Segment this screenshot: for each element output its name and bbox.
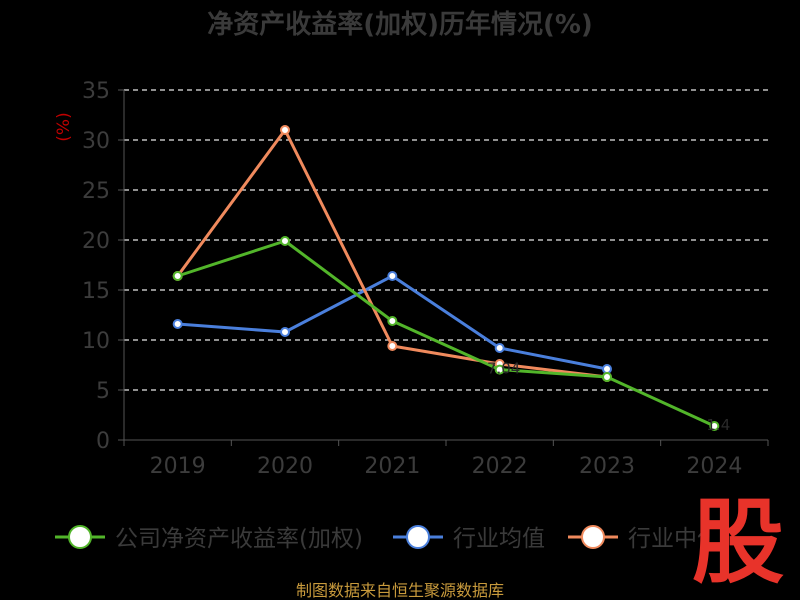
x-tick-label: 2024 <box>686 454 742 479</box>
data-point <box>172 271 183 281</box>
data-point <box>602 372 612 382</box>
series-2 <box>172 125 612 382</box>
data-point <box>602 364 612 374</box>
data-point <box>280 125 290 135</box>
y-tick-label: 25 <box>82 179 110 204</box>
y-tick-label: 10 <box>82 329 110 354</box>
legend-label: 行业均值 <box>453 526 545 552</box>
data-point <box>494 343 505 353</box>
y-tick-label: 20 <box>82 229 110 254</box>
legend-swatch-marker <box>406 525 430 549</box>
legend-label: 公司净资产收益率(加权) <box>115 526 363 552</box>
y-tick-label: 35 <box>82 79 110 104</box>
data-point <box>280 236 290 246</box>
x-tick-label: 2019 <box>150 454 206 479</box>
x-tick-label: 2022 <box>472 454 528 479</box>
legend-item-2: 行业中位数 <box>568 525 743 552</box>
legend-swatch-marker <box>581 525 605 549</box>
data-label: 1.4 <box>706 416 730 434</box>
data-labels: 7.04 1.4 <box>487 360 730 434</box>
x-tick-label: 2023 <box>579 454 635 479</box>
legend-label: 行业中位数 <box>628 526 743 552</box>
y-tick-label: 5 <box>96 379 110 404</box>
series-lines <box>172 125 720 431</box>
legend-item-1: 行业均值 <box>393 525 545 552</box>
chart-title: 净资产收益率(加权)历年情况(%) <box>207 9 593 40</box>
series-1 <box>172 271 612 374</box>
data-point <box>387 271 398 281</box>
data-point <box>387 341 398 351</box>
y-tick-label: 0 <box>96 429 110 454</box>
brand-logo: 股 <box>692 489 784 596</box>
series-0 <box>172 236 720 431</box>
source-note: 制图数据来自恒生聚源数据库 <box>296 581 504 600</box>
data-point <box>280 327 290 337</box>
legend-item-0: 公司净资产收益率(加权) <box>55 525 363 552</box>
axes: 0 5 10 15 20 25 30 35 2019 2020 2021 2022 2023 2024 <box>82 79 769 479</box>
x-tick-label: 2021 <box>364 454 420 479</box>
data-point <box>494 364 505 375</box>
x-tick-label: 2020 <box>257 454 313 479</box>
data-label: 7.04 <box>487 360 520 378</box>
data-point <box>387 316 398 326</box>
y-tick-label: 30 <box>82 129 110 154</box>
data-point <box>709 421 720 431</box>
legend-swatch-marker <box>68 525 92 549</box>
y-tick-label: 15 <box>82 279 110 304</box>
series-line <box>177 239 715 428</box>
legend: 公司净资产收益率(加权) 行业均值 行业中位数 <box>55 525 743 552</box>
data-point <box>172 319 183 329</box>
y-axis-unit: (%) <box>54 112 74 141</box>
